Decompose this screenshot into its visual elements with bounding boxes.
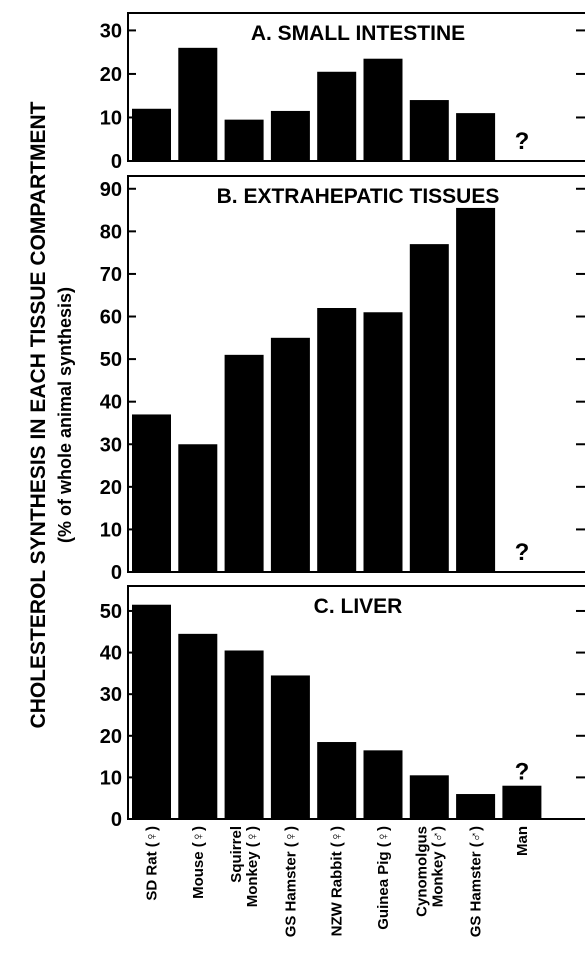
y-tick-label: 40 (100, 392, 122, 414)
x-category-label: GS Hamster (♀) (282, 826, 299, 937)
x-category-label: Guinea Pig (♀) (375, 826, 392, 930)
y-tick-label: 0 (111, 562, 122, 584)
bar (270, 337, 310, 572)
y-tick-label: 10 (100, 519, 122, 541)
bar (317, 308, 357, 572)
bar (409, 244, 449, 572)
y-tick-label: 10 (100, 107, 122, 129)
bar (409, 775, 449, 819)
panel-title: C. LIVER (314, 595, 403, 618)
bar (178, 47, 218, 161)
bar (456, 207, 496, 572)
panel-frame (127, 175, 585, 573)
bar (270, 110, 310, 161)
x-category-label: Squirrel (228, 826, 245, 883)
bar (224, 354, 264, 572)
annotation-question-mark: ? (515, 759, 530, 786)
panel-b: 0 10 20 30 40 50 60 70 80 90 B. EXTRAHEPATIC TISSU… (100, 175, 585, 584)
bar (224, 119, 264, 161)
panel-a: 0 10 20 30 A. SMALL INTESTINE? (100, 12, 585, 173)
bar (317, 71, 357, 161)
bar (224, 650, 264, 819)
bar (178, 444, 218, 572)
x-category-label: Cynomolgus (413, 826, 430, 917)
y-tick-label: 30 (100, 434, 122, 456)
panel-frame (127, 585, 585, 820)
y-tick-label: 50 (100, 601, 122, 623)
x-category-label: Mouse (♀) (190, 826, 207, 899)
y-tick-label: 30 (100, 20, 122, 42)
bar (178, 633, 218, 819)
y-tick-label: 20 (100, 64, 122, 86)
y-axis-title-sub: (% of whole animal synthesis) (55, 287, 75, 543)
y-tick-label: 0 (111, 809, 122, 831)
x-category-label: NZW Rabbit (♀) (329, 826, 346, 936)
y-axis-title: CHOLESTEROL SYNTHESIS IN EACH TISSUE COM… (27, 101, 75, 728)
bar (456, 113, 496, 161)
bar (132, 108, 171, 161)
bar (363, 312, 403, 572)
bar (409, 100, 449, 161)
x-category-label: Monkey (♀) (244, 826, 261, 907)
y-tick-label: 40 (100, 643, 122, 665)
x-category-label: SD Rat (♀) (144, 826, 161, 901)
y-tick-label: 20 (100, 477, 122, 499)
y-tick-label: 50 (100, 349, 122, 371)
y-axis-title-main: CHOLESTEROL SYNTHESIS IN EACH TISSUE COM… (27, 101, 50, 728)
panel-title: B. EXTRAHEPATIC TISSUES (217, 185, 500, 208)
bar (270, 675, 310, 819)
annotation-question-mark: ? (515, 539, 530, 566)
y-tick-label: 60 (100, 307, 122, 329)
y-tick-label: 0 (111, 151, 122, 173)
panel-frame (127, 12, 585, 162)
chart-panels: 0 10 20 30 A. SMALL INTESTINE? 0 10 20 30 40 50 60 7… (100, 12, 585, 831)
bar (363, 750, 403, 819)
x-axis-category-labels: SD Rat (♀) Mouse (♀) Squirrel Monkey (♀) GS … (144, 826, 531, 937)
y-tick-label: 80 (100, 221, 122, 243)
panel-title: A. SMALL INTESTINE (251, 22, 465, 45)
x-category-label: Man (514, 826, 531, 856)
bar (363, 58, 403, 161)
annotation-question-mark: ? (515, 128, 530, 155)
bar (456, 794, 496, 819)
x-category-label: Monkey (♂) (429, 826, 446, 907)
bar (132, 604, 171, 819)
bar (317, 742, 357, 819)
y-tick-label: 10 (100, 767, 122, 789)
bar (502, 785, 542, 819)
bar (132, 414, 171, 572)
panel-c: 0 10 20 30 40 50 C. LIVER? (100, 585, 585, 831)
y-tick-label: 70 (100, 264, 122, 286)
y-tick-label: 90 (100, 179, 122, 201)
y-tick-label: 30 (100, 684, 122, 706)
y-tick-label: 20 (100, 726, 122, 748)
x-category-label: GS Hamster (♂) (468, 826, 485, 937)
